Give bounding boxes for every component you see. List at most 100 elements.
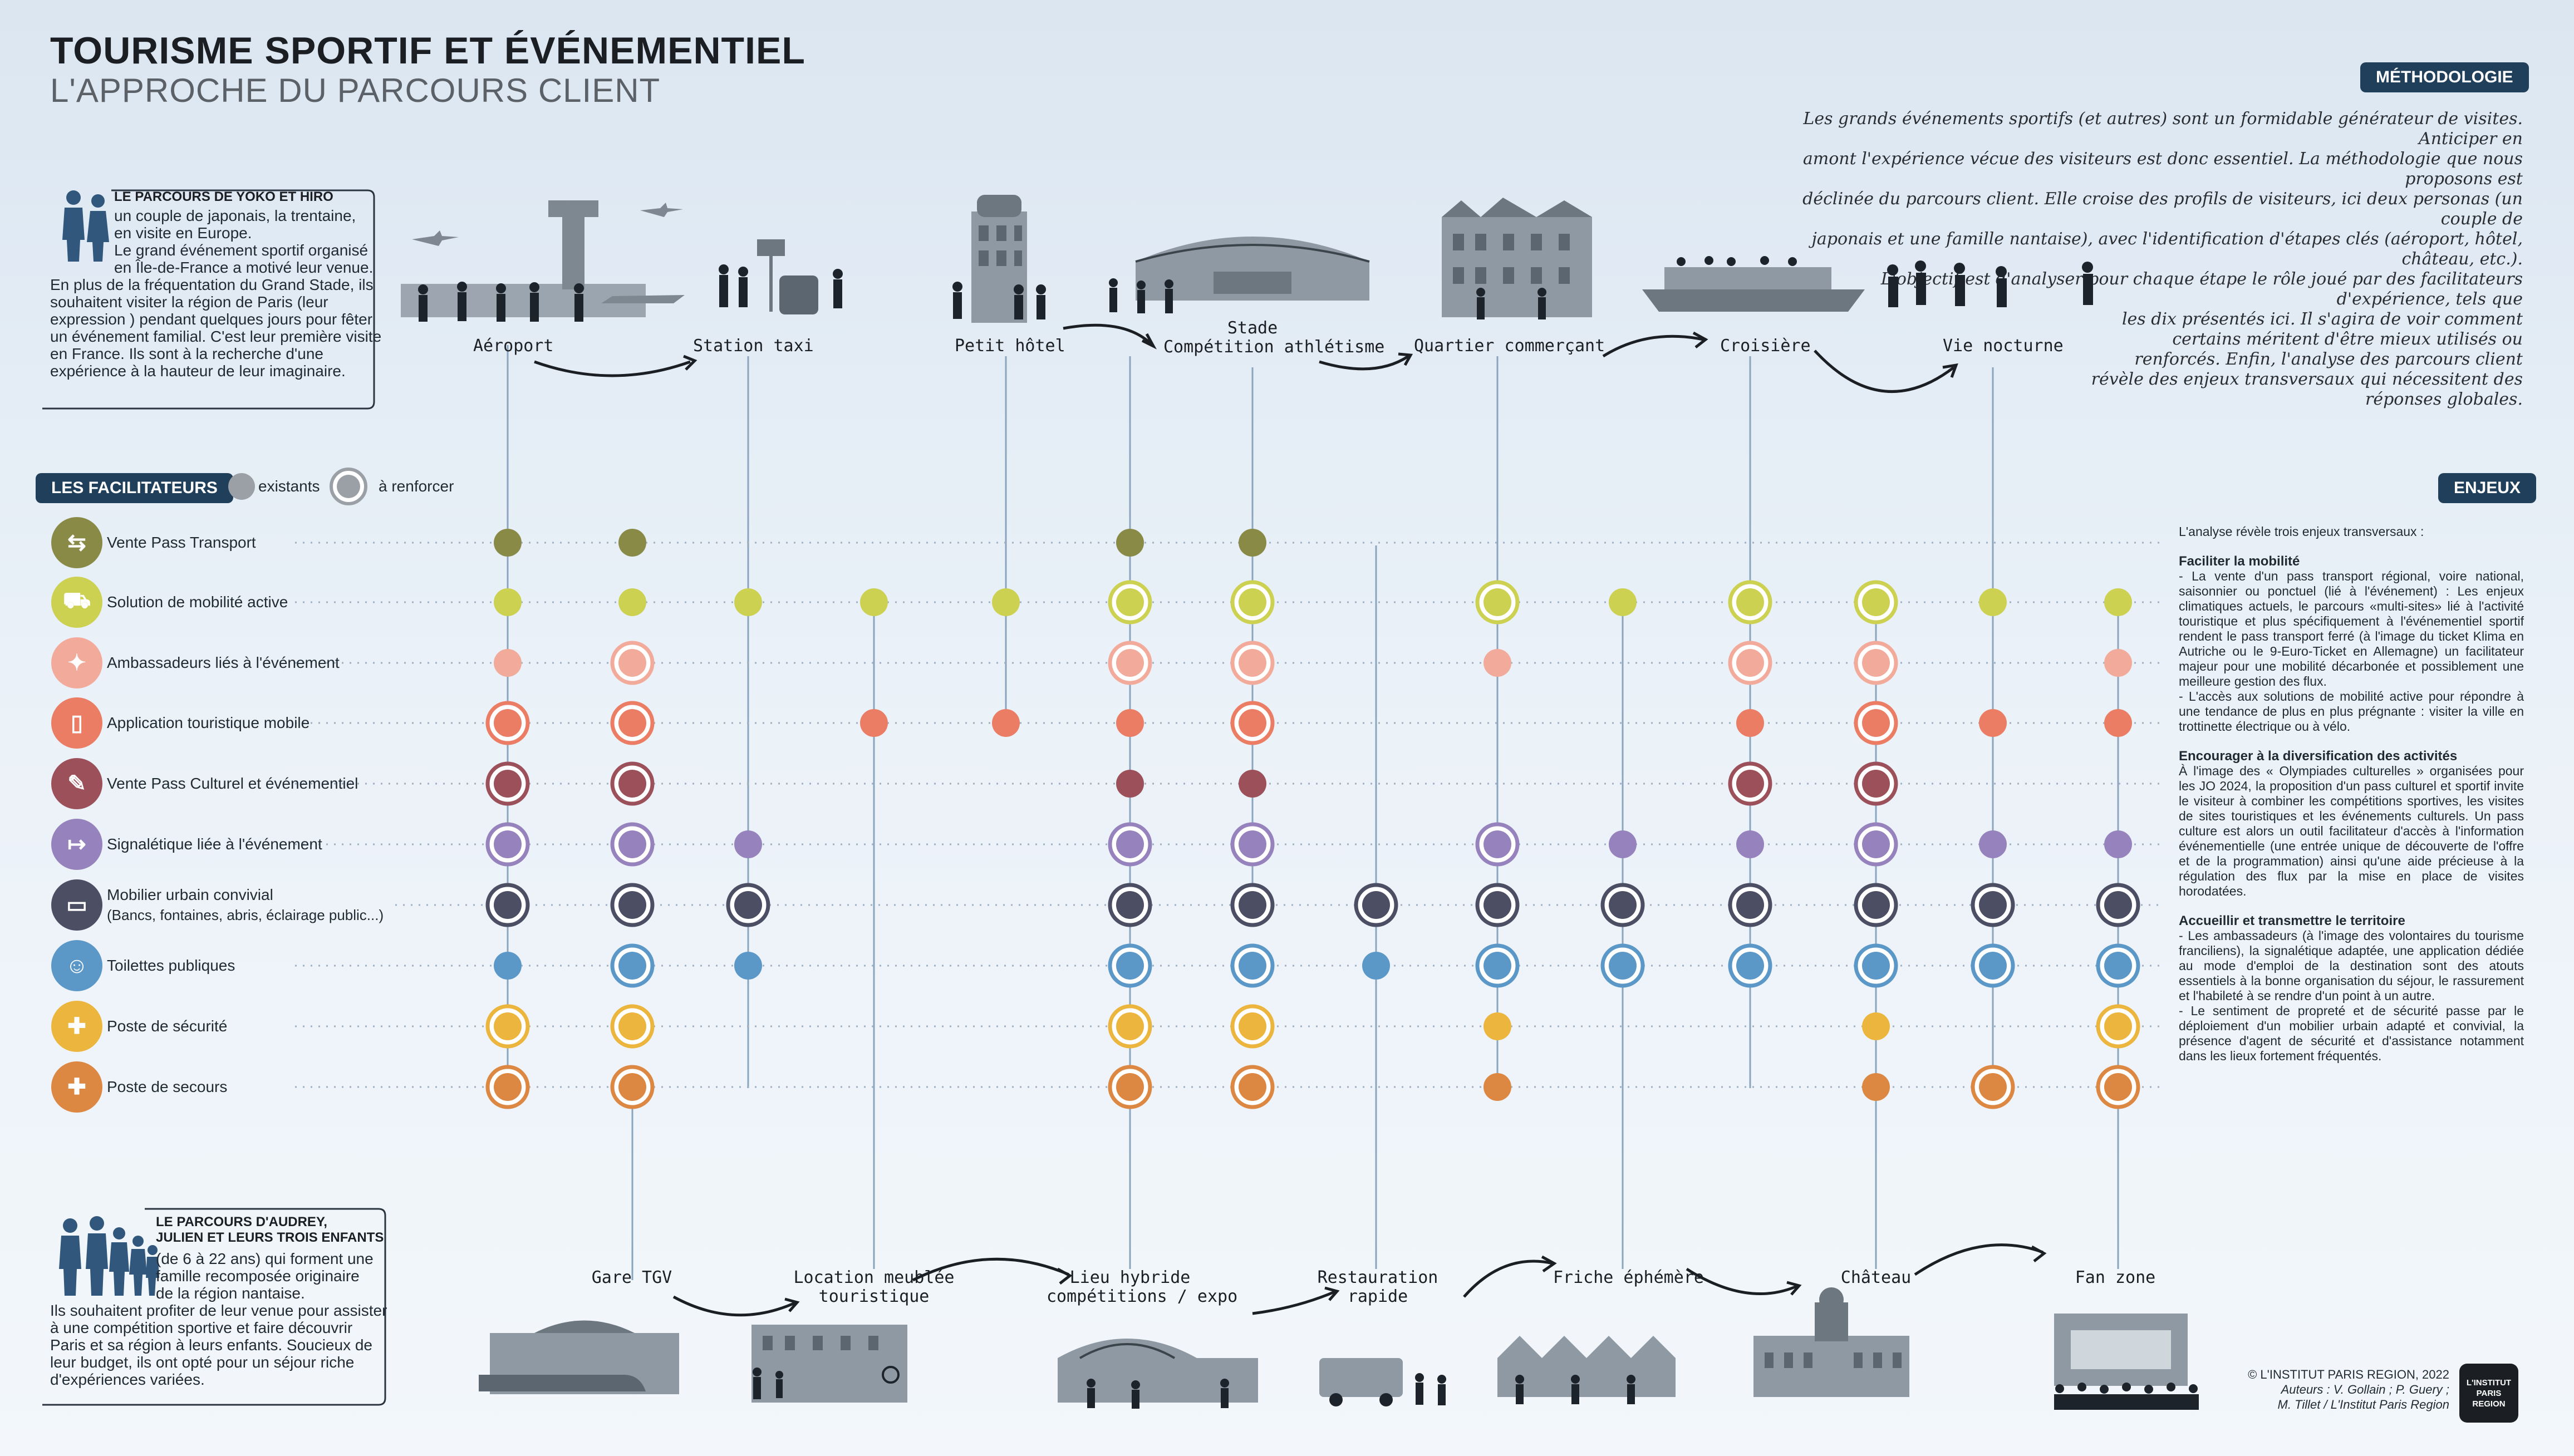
facilitator-dot-existing <box>992 709 1020 737</box>
persona-bottom-title-1: LE PARCOURS D'AUDREY, <box>156 1214 327 1229</box>
facilitator-dot-existing <box>2104 649 2132 677</box>
castle-sketch <box>1753 1287 1909 1397</box>
taxi-sketch <box>719 239 843 314</box>
facilitator-dot-existing <box>1979 709 2007 737</box>
methodology-line: révèle des enjeux transversaux qui néces… <box>2091 370 2523 389</box>
methodology-line: réponses globales. <box>2365 390 2523 409</box>
persona-top-line-4: En plus de la fréquentation du Grand Sta… <box>50 276 374 293</box>
facilitator-dot-reinforce <box>1600 883 1645 927</box>
stage-fan-zone: Fan zone <box>2075 1268 2156 1287</box>
facilitator-dot-existing <box>992 588 1020 616</box>
stage-shopping-district: Quartier commerçant <box>1414 336 1605 356</box>
facilitator-label: Vente Pass Transport <box>107 534 256 551</box>
methodology-line: certains méritent d'être mieux utilisés … <box>2172 329 2523 349</box>
facilitator-dot-existing <box>1116 709 1144 737</box>
methodology-line: japonais et une famille nantaise), avec … <box>1811 229 2523 269</box>
methodology-line: les dix présentés ici. Il s'agira de voi… <box>2121 309 2523 329</box>
first-aid-icon: ✚ <box>51 1061 102 1113</box>
stage-castle: Château <box>1840 1268 1912 1287</box>
facilitator-label: Poste de sécurité <box>107 1017 228 1035</box>
facilitator-dot-reinforce <box>2096 943 2140 988</box>
facilitator-label: Vente Pass Culturel et événementiel <box>107 775 358 792</box>
facilitator-dot-existing <box>1362 952 1390 980</box>
signpost-icon: ↦ <box>51 819 102 870</box>
facilitator-dot-existing <box>1609 830 1637 858</box>
methodology-line: déclinée du parcours client. Elle croise… <box>1802 189 2523 229</box>
enjeux-panel: L'analyse révèle trois enjeux transversa… <box>2179 524 2524 1078</box>
persona-top-line-2: Le grand événement sportif organisé <box>114 242 369 259</box>
persona-top-line-3: en Île-de-France a motivé leur venue. <box>114 259 374 276</box>
stage-nightlife: Vie nocturne <box>1943 336 2064 356</box>
facilitator-dot-reinforce <box>1854 822 1898 867</box>
facilitator-dot-existing <box>1862 1073 1890 1101</box>
page-subtitle: L'APPROCHE DU PARCOURS CLIENT <box>50 72 661 109</box>
stage-cruise: Croisière <box>1720 336 1811 356</box>
facilitator-dot-reinforce <box>1354 883 1398 927</box>
ticket-icon: ✎ <box>51 758 102 809</box>
couple-silhouette-icon <box>62 190 109 262</box>
facilitator-dot-existing <box>734 830 762 858</box>
legend-existing-dot <box>228 473 255 500</box>
persona-top-line-6: expression ) pendant quelques jours pour… <box>50 311 373 328</box>
credits-copyright: © L'INSTITUT PARIS REGION, 2022 <box>2248 1368 2449 1381</box>
facilitator-dot-reinforce <box>1108 1065 1152 1109</box>
enjeux-text-welcome-2: - Le sentiment de propreté et de sécurit… <box>2179 1004 2524 1063</box>
facilitator-dot-existing <box>734 952 762 980</box>
facilitator-dot-reinforce <box>1230 580 1275 624</box>
facilitator-dot-reinforce <box>1230 822 1275 867</box>
page-title: TOURISME SPORTIF ET ÉVÉNEMENTIEL <box>50 29 805 72</box>
facilitator-dot-reinforce <box>610 1065 655 1109</box>
facilitator-dot-reinforce <box>1230 1065 1275 1109</box>
enjeux-intro: L'analyse révèle trois enjeux transversa… <box>2179 524 2424 539</box>
facilitator-dot-reinforce <box>1108 943 1152 988</box>
facilitator-dot-existing <box>1979 588 2007 616</box>
hotel-sketch <box>952 195 1046 323</box>
logo-line-1: L'INSTITUT <box>2466 1378 2512 1388</box>
facilitator-dot-reinforce <box>610 822 655 867</box>
facilitator-dot-reinforce <box>610 761 655 806</box>
facilitator-dot-existing <box>494 649 522 677</box>
facilitator-dot-reinforce <box>485 822 530 867</box>
logo-line-2: PARIS <box>2476 1388 2502 1398</box>
stage-small-hotel: Petit hôtel <box>955 336 1065 356</box>
persona-top-title: LE PARCOURS DE YOKO ET HIRO <box>114 189 333 204</box>
facilitator-dot-reinforce <box>610 641 655 685</box>
logo-line-3: REGION <box>2472 1399 2506 1409</box>
facilitator-dot-reinforce <box>1108 641 1152 685</box>
persona-top-line-0: un couple de japonais, la trentaine, <box>114 207 356 224</box>
methodology-line: L'objectif est d'analyser pour chaque ét… <box>1880 269 2523 309</box>
persona-bottom-line-3: Ils souhaitent profiter de leur venue po… <box>50 1302 387 1319</box>
persona-bottom-line-4: à une compétition sportive et faire déco… <box>50 1319 353 1336</box>
facilitator-dot-reinforce <box>726 883 770 927</box>
cruise-boat-sketch <box>1642 256 1865 312</box>
facilitator-label: Ambassadeurs liés à l'événement <box>107 654 340 671</box>
facilitator-dot-reinforce <box>1108 883 1152 927</box>
toilets-icon: ☺ <box>51 940 102 991</box>
methodology-tag: MÉTHODOLOGIE <box>2360 62 2529 92</box>
facilitator-dot-reinforce <box>610 883 655 927</box>
methodology-line: amont l'expérience vécue des visiteurs e… <box>1802 149 2523 189</box>
facilitator-dot-reinforce <box>1475 822 1520 867</box>
facilitator-label: Toilettes publiques <box>107 957 235 974</box>
facilitator-dot-reinforce <box>1230 1004 1275 1049</box>
rental-apartment-sketch <box>751 1325 907 1403</box>
enjeux-title-welcome: Accueillir et transmettre le territoire <box>2179 913 2405 928</box>
facilitator-dot-existing <box>2104 588 2132 616</box>
methodology-line: Les grands événements sportifs (et autre… <box>1803 109 2523 149</box>
stage-tgv-station: Gare TGV <box>591 1268 672 1287</box>
facilitator-label: Poste de secours <box>107 1078 228 1095</box>
credits: © L'INSTITUT PARIS REGION, 2022 Auteurs … <box>2182 1367 2449 1412</box>
top-journey-arrows <box>534 323 1958 393</box>
facilitator-dot-existing <box>494 588 522 616</box>
facilitator-dot-existing <box>1609 588 1637 616</box>
nightlife-sketch <box>1887 260 2093 307</box>
facilitator-dot-existing <box>1979 830 2007 858</box>
stage-fast-food-line-1: Restauration <box>1317 1268 1438 1287</box>
facilitator-dot-reinforce <box>1600 943 1645 988</box>
persona-top-frame <box>42 189 375 410</box>
security-icon: ✚ <box>51 1001 102 1052</box>
stage-hybrid-line-1: Lieu hybride <box>1069 1268 1191 1287</box>
pop-up-venue-sketch <box>1497 1336 1676 1404</box>
facilitator-dot-reinforce <box>1854 580 1898 624</box>
